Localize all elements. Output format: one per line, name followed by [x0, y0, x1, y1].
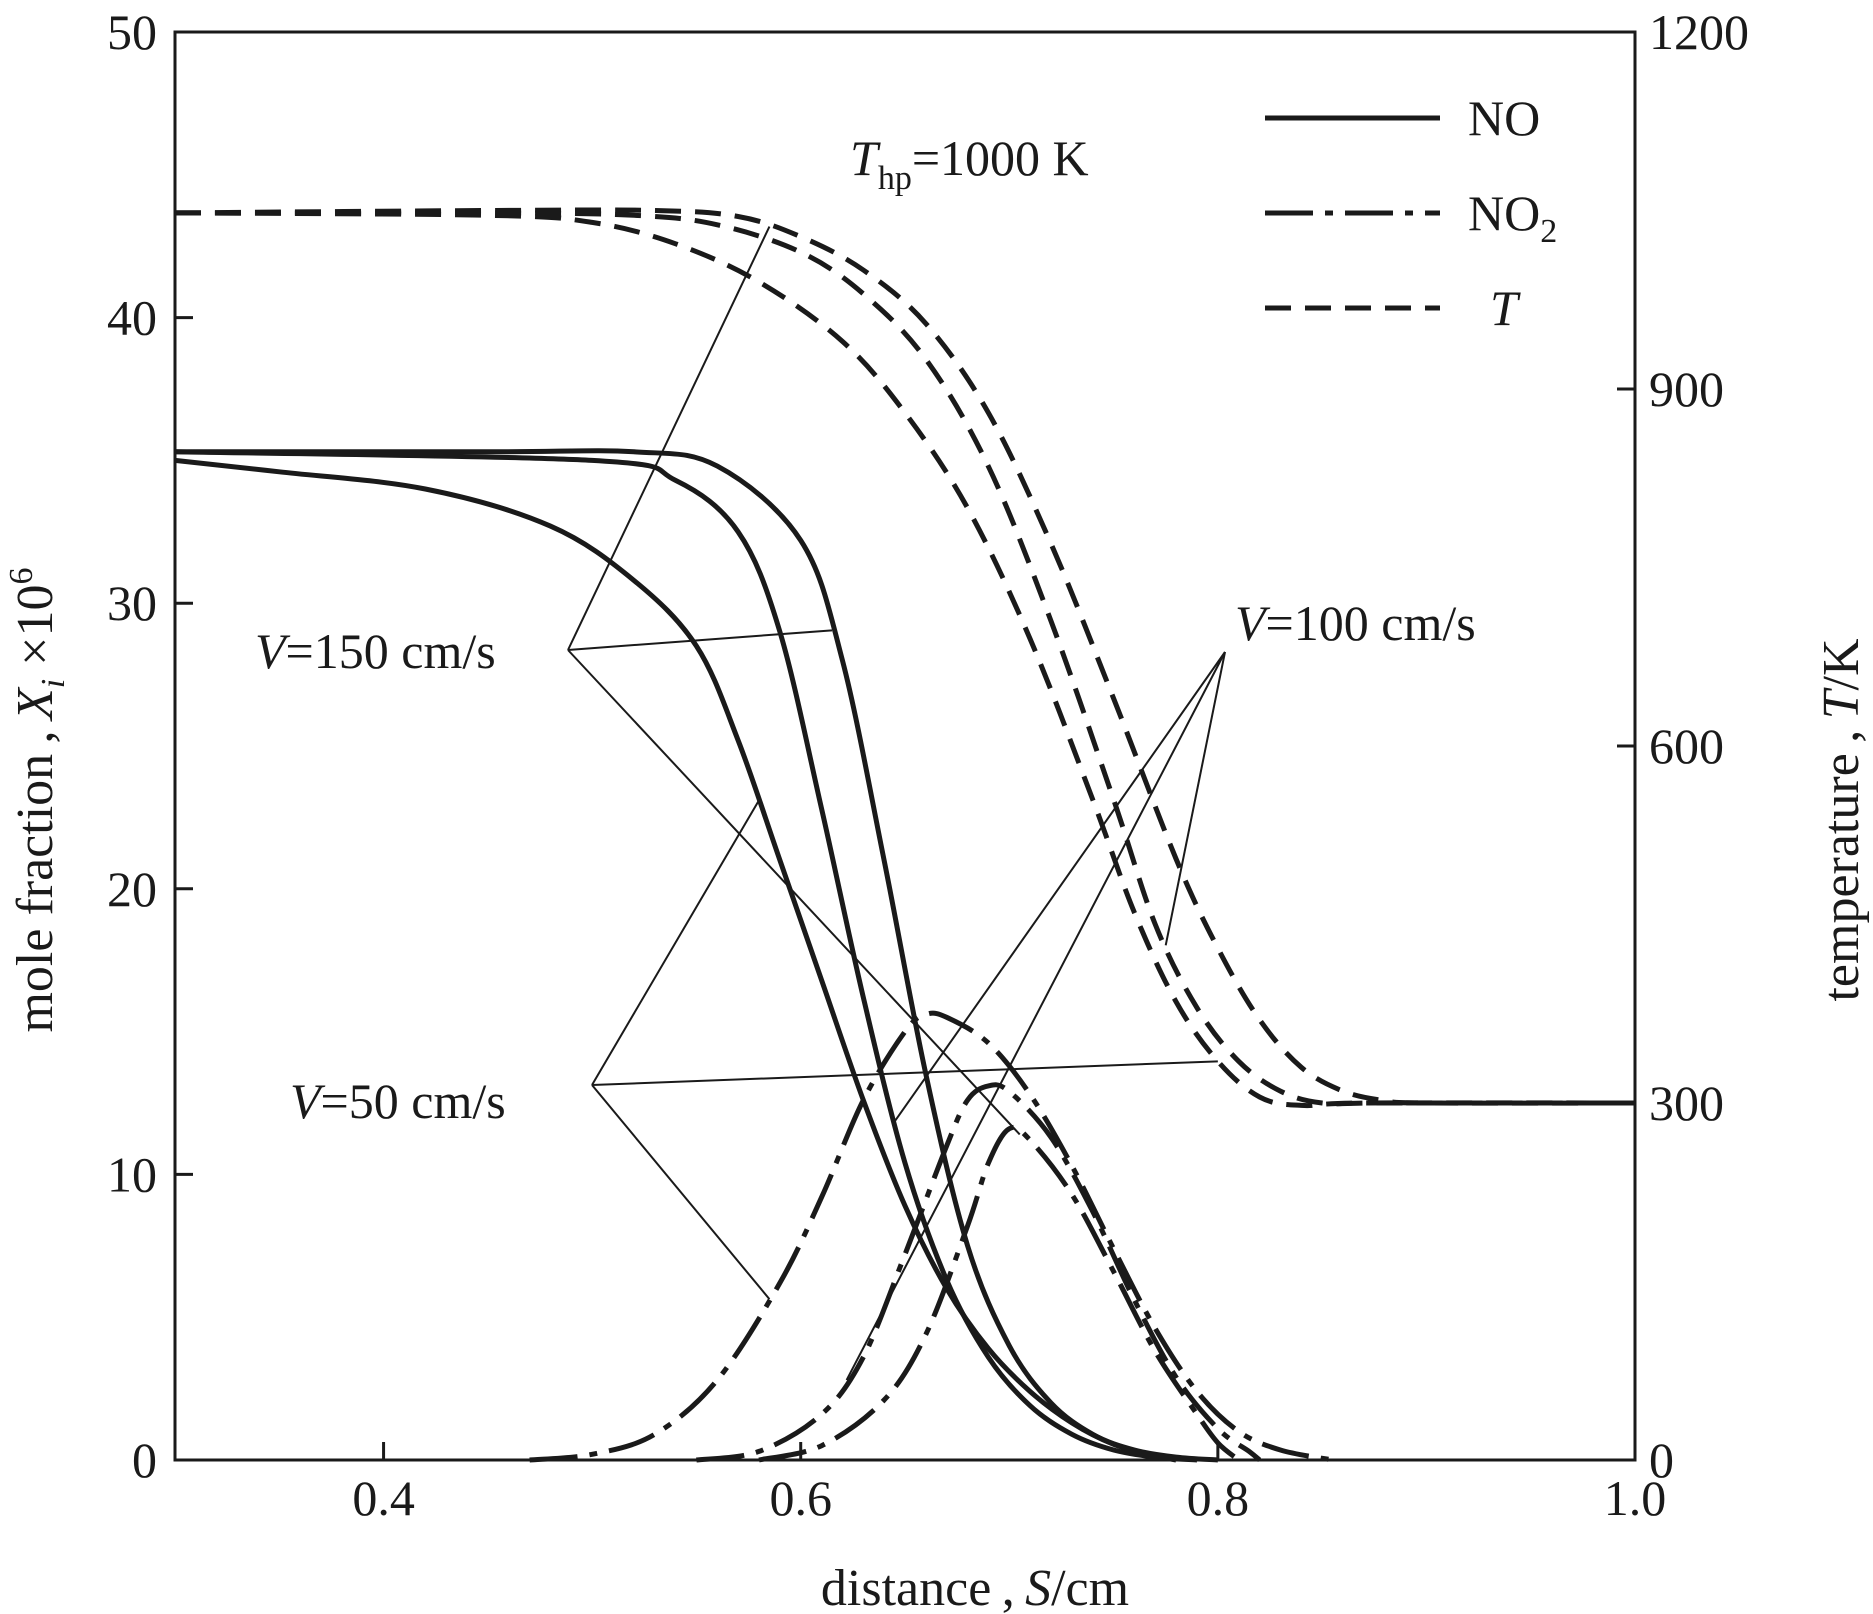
series-no-line: [174, 448, 1219, 1463]
series-no2-line: [696, 1082, 1262, 1463]
left-y-tick-label: 40: [107, 290, 157, 346]
x-tick-label: 0.6: [769, 1470, 832, 1526]
annotation-leader-lines: [567, 226, 1226, 1381]
annotation-leader-line: [1164, 651, 1226, 946]
left-y-tick-label: 30: [107, 575, 157, 631]
annotation-v150: V=150 cm/s: [255, 623, 496, 679]
series-t-line: [174, 210, 1635, 1107]
plot-border: [173, 30, 1637, 1462]
x-tick-label: 1.0: [1604, 1470, 1667, 1526]
series-t-line: [174, 207, 1636, 1106]
plot-frame: [173, 30, 1637, 1462]
right-y-axis-title: temperature , T/K: [1813, 638, 1870, 1001]
annotation-leader-line: [591, 1084, 771, 1300]
annotation-v50: V=50 cm/s: [290, 1073, 506, 1129]
annotation-leader-line: [591, 1060, 1218, 1086]
annotation-leader-line: [567, 226, 771, 651]
left-y-axis-ticks: 0 10 20 30 40 50: [107, 4, 193, 1488]
series-layer: [174, 207, 1636, 1463]
x-axis-ticks: 0.4 0.6 0.8 1.0: [352, 1442, 1666, 1526]
right-y-tick-label: 1200: [1649, 4, 1749, 60]
right-y-axis-ticks: 0 300 600 900 1200: [1617, 4, 1749, 1488]
legend: NO NO2 T: [1265, 90, 1557, 336]
x-axis-title: distance , S/cm: [821, 1560, 1129, 1614]
right-y-tick-label: 300: [1649, 1075, 1724, 1131]
annotation-leader-line: [591, 799, 760, 1086]
right-y-tick-label: 0: [1649, 1432, 1674, 1488]
legend-label-no2: NO2: [1468, 185, 1557, 250]
right-y-tick-label: 600: [1649, 718, 1724, 774]
legend-label-no: NO: [1468, 90, 1540, 146]
legend-label-t: T: [1490, 280, 1521, 336]
parameter-label: Thp=1000 K: [850, 130, 1089, 197]
right-y-tick-label: 900: [1649, 361, 1724, 417]
series-no-line: [174, 449, 1198, 1463]
annotation-v100: V=100 cm/s: [1235, 595, 1476, 651]
x-tick-label: 0.4: [352, 1470, 415, 1526]
series-no-line: [174, 457, 1177, 1463]
left-y-axis-title: mole fraction , Xi ×106: [3, 567, 72, 1032]
left-y-tick-label: 10: [107, 1146, 157, 1202]
annotation-leader-line: [893, 651, 1226, 1123]
annotation-leader-line: [845, 651, 1226, 1381]
annotation-leader-line: [567, 649, 1021, 1136]
annotation-leader-line: [567, 629, 833, 651]
x-tick-label: 0.8: [1187, 1470, 1250, 1526]
left-y-tick-label: 20: [107, 861, 157, 917]
left-y-tick-label: 0: [132, 1432, 157, 1488]
series-t-line: [174, 210, 1636, 1109]
series-no2-line: [529, 1010, 1334, 1463]
left-y-tick-label: 50: [107, 4, 157, 60]
